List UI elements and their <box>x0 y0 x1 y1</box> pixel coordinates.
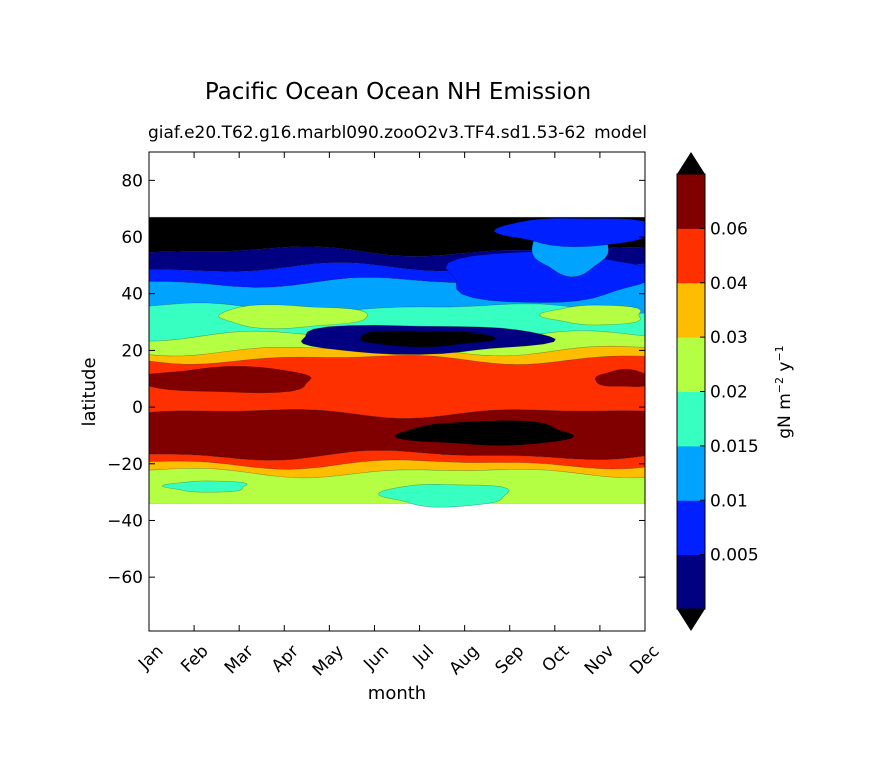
contour-feature <box>218 304 368 330</box>
x-tick-label: Nov <box>581 641 619 679</box>
colorbar-segment <box>677 174 705 229</box>
contour-feature <box>493 217 645 248</box>
colorbar-segment <box>677 445 705 501</box>
contour-feature <box>149 366 312 394</box>
colorbar-label-main: gN m <box>775 393 795 438</box>
colorbar-segment <box>677 228 705 284</box>
colorbar-tick-label: 0.02 <box>710 383 748 403</box>
y-tick-label: −20 <box>107 455 143 475</box>
x-tick-label: Aug <box>446 641 484 679</box>
y-tick-label: 20 <box>121 341 143 361</box>
contour-feature <box>162 480 248 493</box>
colorbar-label-mid: y <box>775 362 795 377</box>
y-tick-label: 0 <box>132 398 143 418</box>
colorbar-over-arrow <box>677 152 705 174</box>
x-tick-label: Sep <box>491 641 528 678</box>
x-tick-label: Mar <box>221 641 258 678</box>
colorbar-tick-label: 0.01 <box>710 491 748 511</box>
contour-feature <box>359 330 497 348</box>
contour-plot <box>149 216 645 508</box>
contour-feature <box>378 483 510 508</box>
colorbar-tick-label: 0.015 <box>710 437 759 457</box>
x-tick-label: Jul <box>409 641 438 670</box>
colorbar-label-sup2: −1 <box>773 345 786 361</box>
contour-band <box>149 467 645 504</box>
y-tick-label: −60 <box>107 568 143 588</box>
x-tick-label: Jan <box>134 641 167 674</box>
y-axis: 80 60 40 20 0 −20 −40 −60 <box>107 171 645 588</box>
x-tick-label: May <box>309 641 348 680</box>
chart-subtitle-left: giaf.e20.T62.g16.marbl090.zooO2v3.TF4.sd… <box>148 123 586 143</box>
colorbar-label-sup1: −2 <box>773 377 786 393</box>
colorbar-tick-label: 0.005 <box>710 546 759 566</box>
colorbar-label: gN m−2 y−1 <box>773 345 795 438</box>
colorbar-segment <box>677 554 705 610</box>
colorbar-segment <box>677 337 705 392</box>
colorbar-segment <box>677 500 705 556</box>
y-tick-label: −40 <box>107 511 143 531</box>
colorbar-tick-label: 0.04 <box>710 274 748 294</box>
chart-subtitle-right: model <box>594 123 647 143</box>
x-axis-label: month <box>368 683 426 704</box>
chart-title: Pacific Ocean Ocean NH Emission <box>205 79 591 105</box>
contour-feature <box>594 368 645 388</box>
colorbar: 0.005 0.01 0.015 0.02 0.03 0.04 0.06 <box>676 152 759 631</box>
contour-feature <box>538 304 642 326</box>
colorbar-segment <box>677 391 705 447</box>
x-tick-label: Oct <box>538 641 573 676</box>
colorbar-under-arrow <box>677 609 705 631</box>
colorbar-tick-label: 0.03 <box>710 328 748 348</box>
x-tick-label: Jun <box>359 641 393 675</box>
x-tick-label: Apr <box>268 641 303 676</box>
colorbar-segment <box>677 282 705 338</box>
y-tick-label: 80 <box>121 171 143 191</box>
x-tick-label: Dec <box>626 641 663 678</box>
y-tick-label: 60 <box>121 228 143 248</box>
plot-frame <box>148 151 646 632</box>
contour-feature <box>394 420 575 446</box>
x-tick-label: Feb <box>177 641 212 676</box>
y-tick-label: 40 <box>121 285 143 305</box>
colorbar-tick-label: 0.06 <box>710 219 748 239</box>
y-axis-label: latitude <box>79 357 100 426</box>
